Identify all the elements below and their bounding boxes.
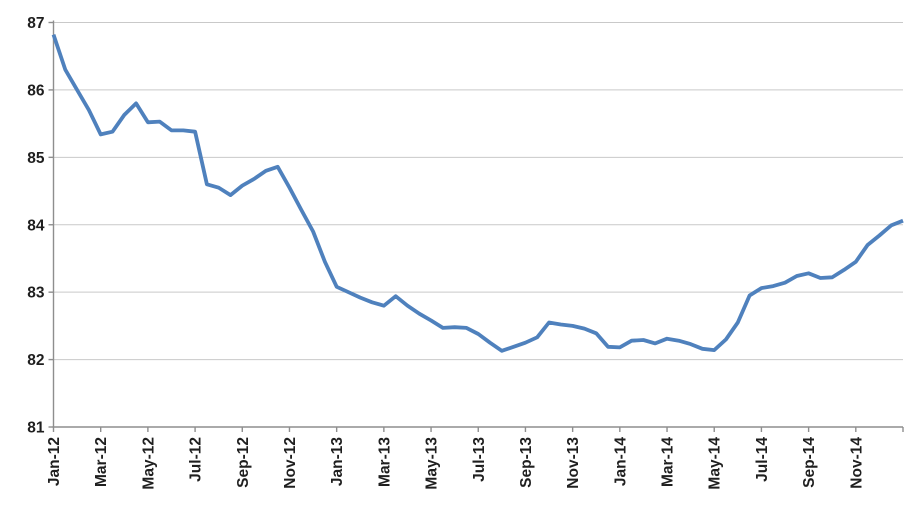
x-axis-tick-label: Mar-13: [376, 437, 393, 487]
y-axis-tick-label: 84: [27, 217, 45, 234]
x-axis-tick-label: Sep-14: [801, 437, 818, 488]
y-axis-tick-label: 86: [27, 82, 45, 99]
x-axis-tick-label: Jan-13: [329, 437, 346, 486]
x-axis-tick-label: May-14: [707, 437, 724, 490]
y-axis-tick-label: 82: [27, 352, 44, 369]
x-axis-tick-label: Sep-13: [518, 437, 535, 488]
y-axis-tick-label: 85: [27, 150, 45, 167]
x-axis-tick-label: Nov-14: [848, 437, 865, 489]
x-axis-tick-label: Jul-13: [471, 437, 488, 482]
y-axis-tick-label: 87: [27, 15, 44, 32]
data-series-line: [51, 33, 904, 353]
x-axis-tick-label: May-13: [424, 437, 441, 490]
x-axis-tick-label: Jan-14: [612, 437, 629, 486]
x-axis-tick-label: May-12: [140, 437, 157, 490]
x-axis-tick-label: Jul-12: [188, 437, 205, 482]
x-axis-tick-label: Mar-14: [660, 437, 677, 487]
x-axis-tick-label: Jul-14: [754, 437, 771, 482]
x-axis-tick-label: Sep-12: [235, 437, 252, 488]
x-axis-tick-label: Mar-12: [93, 437, 110, 487]
x-axis-tick-label: Nov-13: [565, 437, 582, 489]
x-axis-tick-label: Jan-12: [46, 437, 63, 486]
y-axis-tick-label: 81: [27, 420, 45, 437]
y-axis-tick-label: 83: [27, 285, 45, 302]
x-axis-tick-label: Nov-12: [282, 437, 299, 489]
